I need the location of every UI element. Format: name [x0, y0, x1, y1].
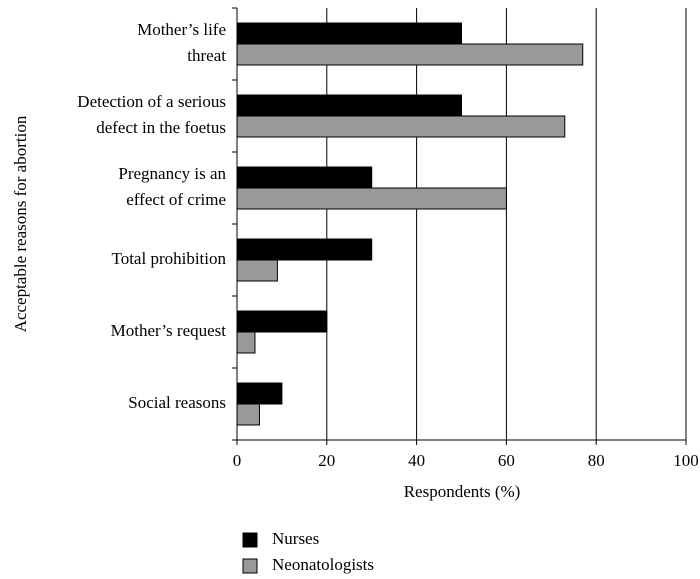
x-axis-label: Respondents (%) [404, 482, 521, 501]
legend-swatch [242, 558, 258, 574]
x-tick-label: 0 [233, 451, 242, 470]
x-tick-label: 20 [318, 451, 335, 470]
x-tick-label: 40 [408, 451, 425, 470]
bar [236, 331, 256, 354]
bar [236, 43, 584, 66]
y-tick-label: Mother’s request [111, 321, 227, 340]
bar [236, 238, 373, 261]
legend-swatch [242, 532, 258, 548]
legend-label: Nurses [272, 529, 319, 548]
bar [236, 259, 278, 282]
bar [236, 166, 373, 189]
bar [236, 187, 507, 210]
x-tick-label: 100 [673, 451, 699, 470]
y-tick-label: Social reasons [128, 393, 226, 412]
y-tick-label: Pregnancy is an [118, 164, 226, 183]
y-tick-label: threat [187, 46, 226, 65]
bar [236, 382, 283, 405]
bar [236, 22, 462, 45]
y-tick-label: Mother’s life [137, 20, 226, 39]
bar [236, 115, 566, 138]
bar [236, 310, 328, 333]
y-tick-label: Total prohibition [112, 249, 227, 268]
legend-label: Neonatologists [272, 555, 374, 574]
y-tick-label: effect of crime [126, 190, 226, 209]
bar [236, 94, 462, 117]
y-tick-label: Detection of a serious [77, 92, 226, 111]
y-tick-label: defect in the foetus [96, 118, 226, 137]
y-axis-label: Acceptable reasons for abortion [11, 115, 30, 332]
bar [236, 403, 260, 426]
x-tick-label: 80 [588, 451, 605, 470]
x-tick-label: 60 [498, 451, 515, 470]
